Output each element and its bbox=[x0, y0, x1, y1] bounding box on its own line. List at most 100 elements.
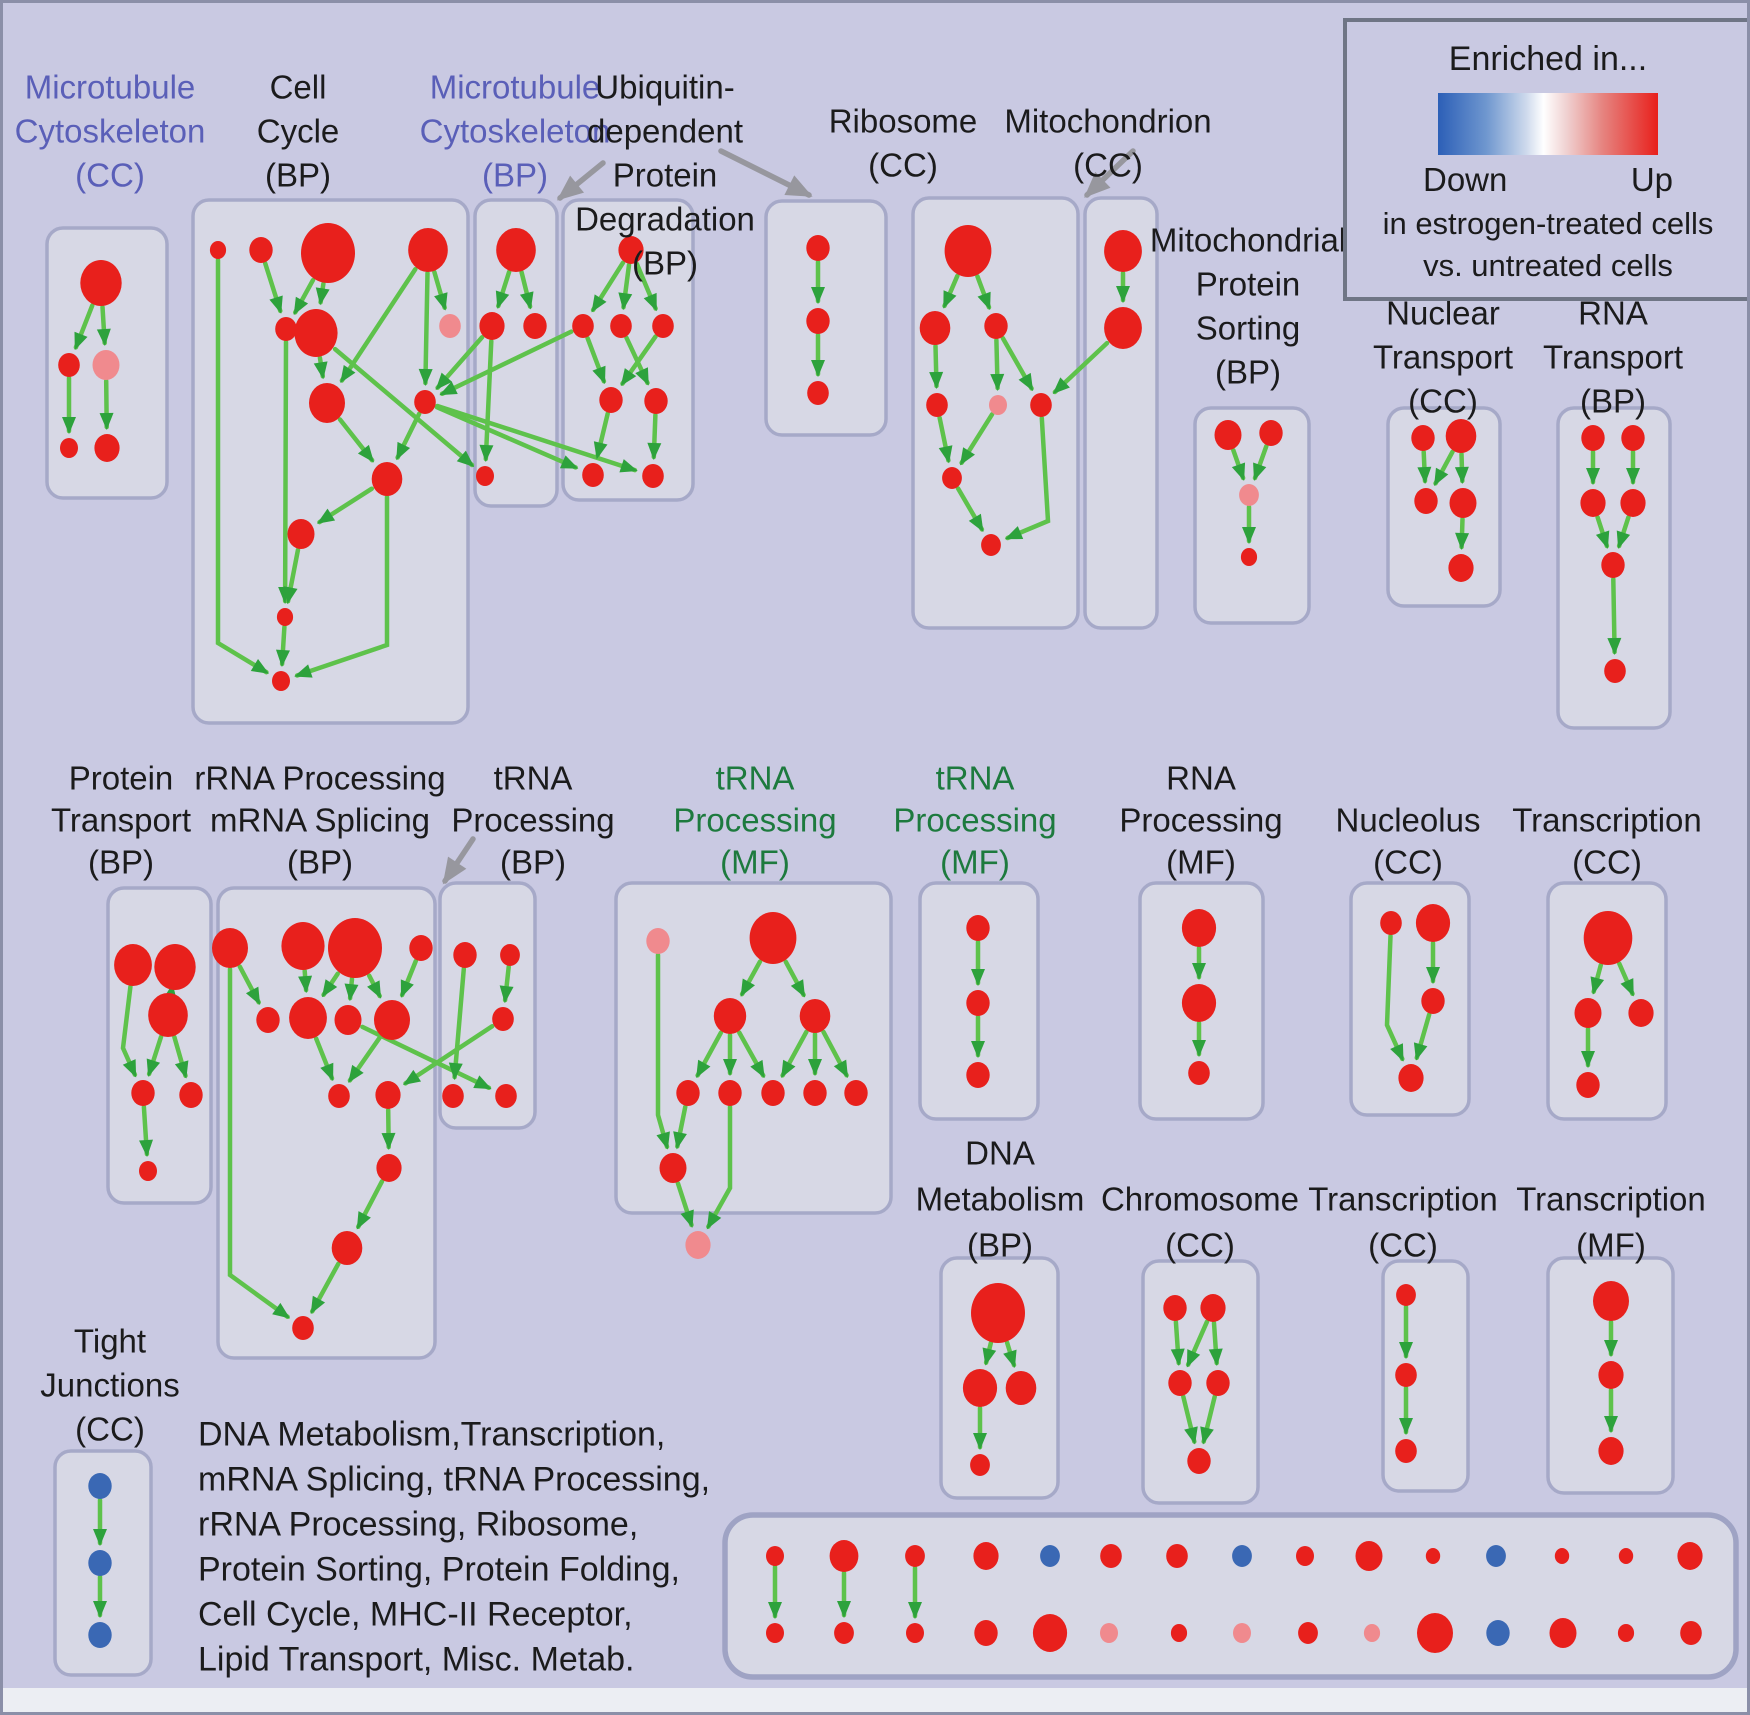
edge-cc3-cc6 bbox=[315, 281, 330, 306]
edge-cc4-cc7 bbox=[432, 269, 448, 311]
go-term-node-g3 bbox=[1188, 1061, 1210, 1085]
go-term-node-q4 bbox=[409, 935, 433, 961]
bottom-margin-strip bbox=[3, 1688, 1747, 1712]
edge-q11-q12 bbox=[355, 1179, 385, 1230]
go-term-node-n1 bbox=[1411, 425, 1435, 451]
go-term-node-mt1 bbox=[1104, 230, 1142, 272]
edge-q1-q5 bbox=[237, 964, 261, 1005]
cluster-box-trnamf1 bbox=[614, 881, 893, 1215]
edge-mt2-rb6 bbox=[1052, 340, 1110, 395]
go-term-node-wt12 bbox=[1486, 1545, 1506, 1567]
go-term-node-wt13 bbox=[1554, 1548, 1570, 1564]
go-term-node-m2 bbox=[58, 353, 80, 377]
go-term-node-w2 bbox=[500, 944, 520, 966]
go-term-node-wt5 bbox=[1040, 1545, 1060, 1567]
edge-a5-a7 bbox=[593, 411, 610, 460]
go-term-node-b2 bbox=[479, 312, 505, 340]
go-term-node-cc13 bbox=[272, 671, 290, 691]
go-term-node-cc10 bbox=[371, 462, 403, 496]
edge-rb3-rb6 bbox=[1000, 335, 1034, 392]
go-term-node-p3 bbox=[1239, 484, 1259, 506]
go-term-node-mt2 bbox=[1104, 307, 1142, 349]
edge-t1-t4 bbox=[120, 984, 138, 1078]
edge-cc2-cc5 bbox=[262, 261, 283, 314]
go-term-node-d4 bbox=[970, 1454, 990, 1476]
go-term-node-d1 bbox=[971, 1283, 1025, 1343]
edge-e6-e11 bbox=[706, 1104, 733, 1230]
go-term-node-r4 bbox=[1620, 489, 1646, 517]
go-term-node-f2 bbox=[966, 990, 990, 1016]
go-term-node-cc12 bbox=[276, 608, 294, 626]
go-term-node-rb4 bbox=[926, 393, 948, 417]
go-term-node-rb8 bbox=[981, 534, 1001, 556]
go-term-node-e11 bbox=[685, 1231, 711, 1259]
go-term-node-wt15 bbox=[1677, 1542, 1703, 1570]
edge-cc8-cc10 bbox=[337, 417, 375, 463]
edge-cc9-cc10 bbox=[395, 411, 422, 461]
go-term-node-r5 bbox=[1601, 552, 1625, 578]
edge-w1-w4 bbox=[448, 966, 467, 1081]
edge-a2-cc9 bbox=[439, 329, 574, 397]
edge-c2-c4 bbox=[1208, 1320, 1223, 1366]
edge-a2-a5 bbox=[585, 335, 607, 385]
go-term-node-wb9 bbox=[1298, 1622, 1318, 1644]
edge-a1-a4 bbox=[634, 261, 658, 312]
go-term-node-tj3 bbox=[88, 1622, 112, 1648]
go-term-node-q8 bbox=[374, 1000, 410, 1040]
go-term-node-j3 bbox=[1395, 1439, 1417, 1463]
edge-q12-q13 bbox=[309, 1261, 341, 1315]
go-term-node-b3 bbox=[523, 313, 547, 339]
edge-cc3-cc5 bbox=[292, 277, 316, 316]
go-term-node-wt14 bbox=[1618, 1548, 1634, 1564]
edge-w3-q10 bbox=[402, 1023, 495, 1086]
go-term-node-k3 bbox=[1598, 1437, 1624, 1465]
cluster-box-chromosome bbox=[1141, 1259, 1260, 1505]
go-term-node-cc1 bbox=[209, 241, 227, 259]
go-term-node-wt6 bbox=[1100, 1544, 1122, 1568]
go-term-node-q2 bbox=[281, 922, 325, 970]
go-term-node-n2 bbox=[1445, 419, 1477, 453]
go-term-node-u1 bbox=[806, 235, 830, 261]
go-term-node-rb2 bbox=[919, 311, 951, 345]
edge-a6-a8 bbox=[647, 412, 662, 460]
edge-cc6-cc8 bbox=[313, 355, 328, 380]
go-term-node-h3 bbox=[1421, 988, 1445, 1014]
go-term-node-q10 bbox=[375, 1081, 401, 1109]
go-term-node-a6 bbox=[644, 388, 668, 414]
go-term-node-e4 bbox=[799, 999, 831, 1033]
edge-n4-n5 bbox=[1455, 516, 1470, 550]
go-term-node-p4 bbox=[1240, 548, 1258, 566]
pointer-arrow-ubiq-right bbox=[718, 148, 813, 198]
go-term-node-wb13 bbox=[1549, 1618, 1577, 1648]
go-term-node-rb5 bbox=[989, 395, 1007, 415]
edge-cc9-a7 bbox=[434, 404, 579, 470]
go-term-node-a2 bbox=[572, 314, 594, 338]
go-term-node-t2 bbox=[154, 944, 196, 990]
edge-rb2-rb4 bbox=[929, 343, 944, 389]
go-term-node-a4 bbox=[652, 314, 674, 338]
go-term-node-e1 bbox=[646, 928, 670, 954]
go-term-node-k2 bbox=[1598, 1361, 1624, 1389]
go-term-node-e6 bbox=[718, 1080, 742, 1106]
edge-c4-c5 bbox=[1200, 1394, 1217, 1445]
go-term-node-h2 bbox=[1415, 904, 1451, 942]
go-term-node-cc8 bbox=[309, 383, 345, 423]
edge-e4-e9 bbox=[821, 1029, 849, 1078]
go-term-node-c4 bbox=[1206, 1370, 1230, 1396]
go-term-node-a8 bbox=[642, 464, 664, 488]
go-term-node-wt8 bbox=[1232, 1545, 1252, 1567]
go-term-node-t4 bbox=[131, 1080, 155, 1106]
edge-i1-i2 bbox=[1590, 962, 1605, 995]
edge-cc10-cc13 bbox=[294, 494, 390, 678]
go-term-node-wt4 bbox=[973, 1542, 999, 1570]
edge-i1-i3 bbox=[1617, 961, 1635, 997]
edge-h1-h4 bbox=[1384, 933, 1405, 1062]
go-term-node-i1 bbox=[1583, 911, 1633, 965]
go-term-node-g2 bbox=[1181, 984, 1217, 1022]
go-term-node-a7 bbox=[582, 463, 604, 487]
edge-cc1-cc13 bbox=[215, 257, 269, 675]
go-term-node-u2 bbox=[806, 308, 830, 334]
go-term-node-i4 bbox=[1576, 1072, 1600, 1098]
go-term-node-t1 bbox=[114, 944, 152, 986]
